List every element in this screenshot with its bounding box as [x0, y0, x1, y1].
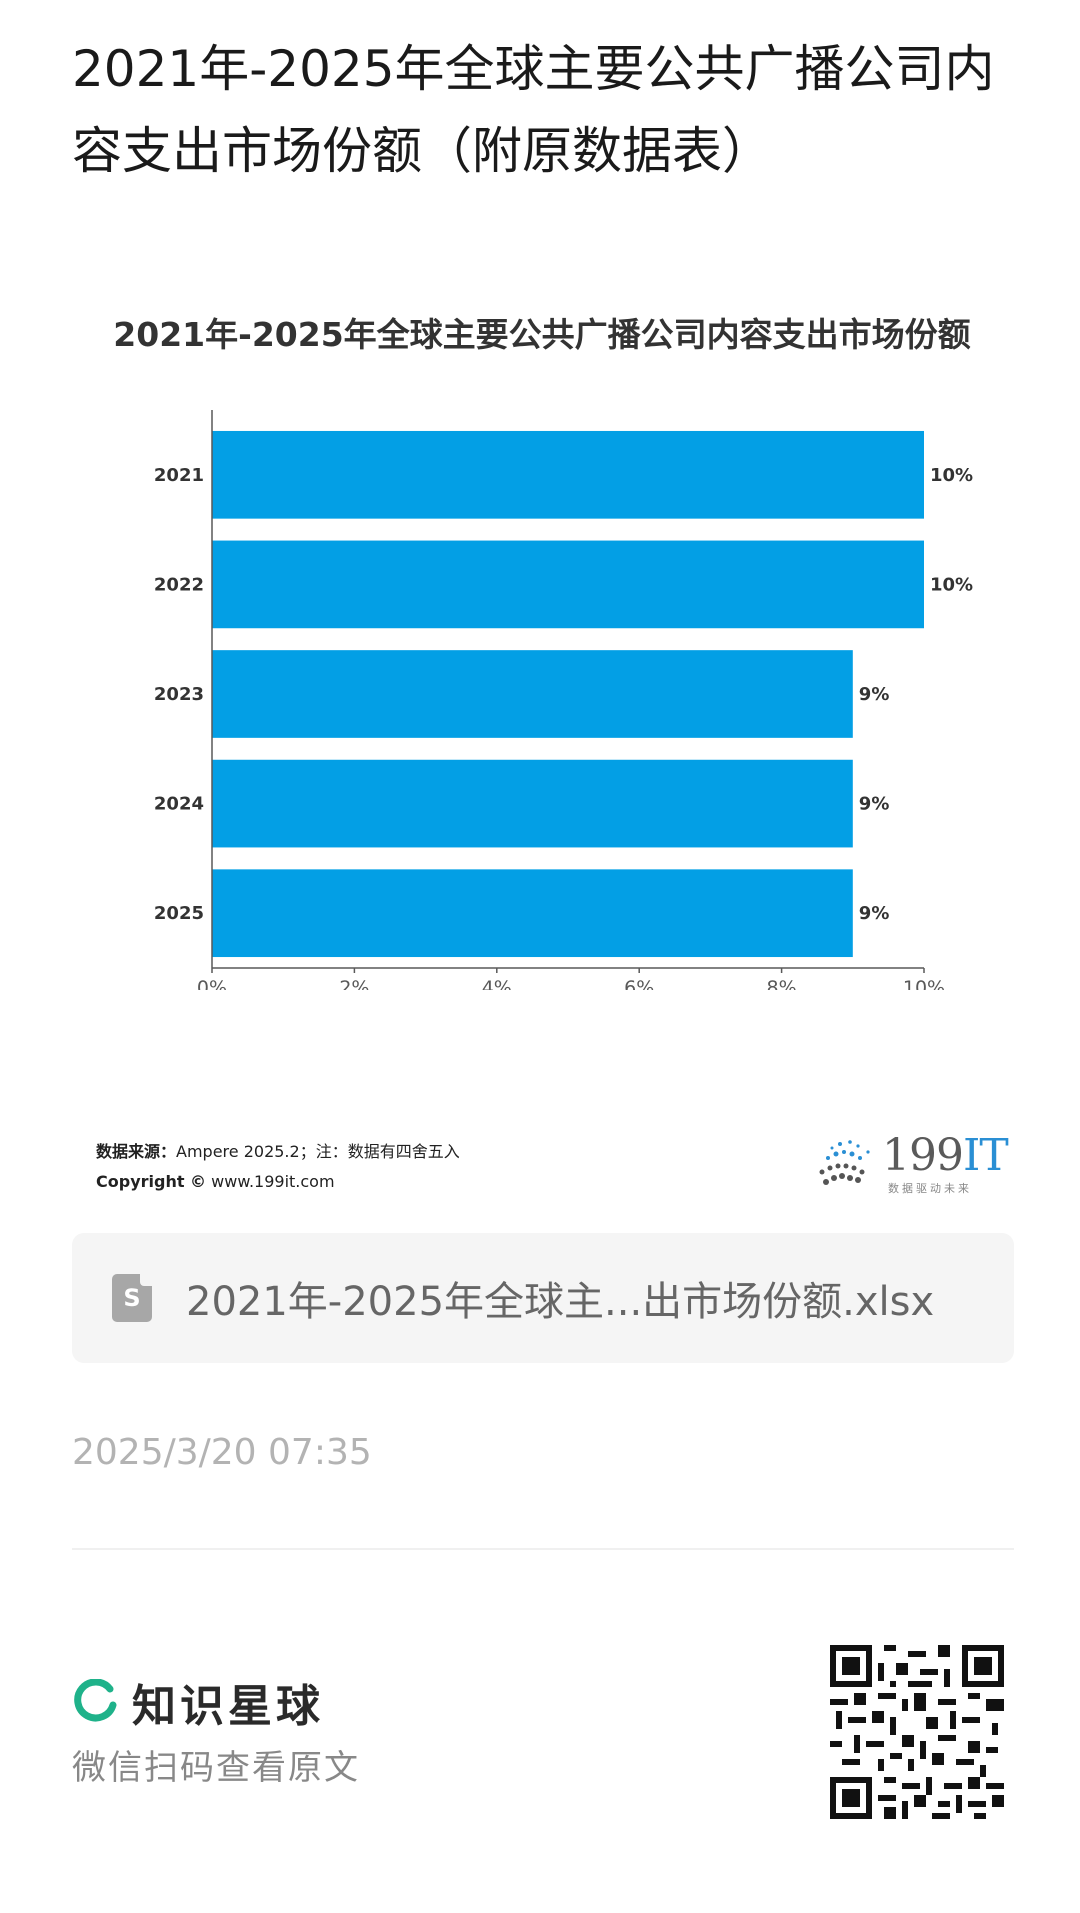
- chart-title: 2021年-2025年全球主要公共广播公司内容支出市场份额: [113, 315, 971, 354]
- value-label-2021: 10%: [930, 465, 973, 486]
- x-tick-label: 0%: [197, 977, 227, 990]
- file-name[interactable]: 2021年-2025年全球主...出市场份额.xlsx: [186, 1279, 935, 1325]
- scan-hint: 微信扫码查看原文: [72, 1748, 360, 1788]
- value-label-2022: 10%: [930, 574, 973, 595]
- source-text: Ampere 2025.2；注：数据有四舍五入: [176, 1142, 460, 1161]
- bar-chart: 2021 10% 2022 10% 2023 9% 2024 9% 2025 9% 0% 2% 4% 6%…: [154, 410, 973, 990]
- bar-2024: [212, 759, 853, 848]
- spreadsheet-file-icon: S: [112, 1274, 152, 1322]
- category-label-2021: 2021: [154, 465, 204, 486]
- x-tick-label: 10%: [903, 977, 945, 990]
- value-label-2023: 9%: [859, 684, 890, 705]
- app-name: 知识星球: [132, 1681, 324, 1732]
- brand-suffix: IT: [962, 1130, 1009, 1181]
- bar-2022: [212, 540, 924, 629]
- attachment-file[interactable]: S 2021年-2025年全球主...出市场份额.xlsx: [72, 1233, 1014, 1363]
- brand-wordmark: 199IT: [882, 1130, 1009, 1181]
- x-tick-label: 2%: [339, 977, 369, 990]
- qr-code-icon[interactable]: [830, 1645, 1004, 1819]
- chart-image: 2021年-2025年全球主要公共广播公司内容支出市场份额 2021 10% 202…: [72, 290, 1012, 1220]
- x-tick-label: 8%: [767, 977, 797, 990]
- value-label-2025: 9%: [859, 903, 890, 924]
- zsxq-logo-icon: [74, 1679, 117, 1722]
- brand-logo: 199IT 数据驱动未来: [812, 1128, 1012, 1198]
- divider: [72, 1548, 1014, 1550]
- value-label-2024: 9%: [859, 794, 890, 815]
- post-timestamp: 2025/3/20 07:35: [72, 1432, 372, 1473]
- brand-number: 199: [882, 1130, 964, 1181]
- category-label-2025: 2025: [154, 903, 204, 924]
- category-label-2024: 2024: [154, 794, 204, 815]
- app-brand: 知识星球: [72, 1670, 324, 1734]
- brand-tagline: 数据驱动未来: [888, 1182, 972, 1195]
- dots-logo-icon: [819, 1140, 870, 1185]
- bar-2021: [212, 430, 924, 519]
- bar-2025: [212, 869, 853, 958]
- data-source-note: 数据来源：Ampere 2025.2；注：数据有四舍五入 Copyright ©…: [96, 1137, 460, 1197]
- source-label: 数据来源：: [96, 1142, 177, 1161]
- copyright-text: www.199it.com: [206, 1172, 335, 1191]
- bar-2023: [212, 650, 853, 738]
- x-tick-label: 6%: [624, 977, 654, 990]
- copyright-label: Copyright ©: [96, 1172, 207, 1191]
- category-label-2022: 2022: [154, 574, 204, 595]
- category-label-2023: 2023: [154, 684, 204, 705]
- page-title: 2021年-2025年全球主要公共广播公司内容支出市场份额（附原数据表）: [72, 40, 995, 180]
- x-tick-label: 4%: [482, 977, 512, 990]
